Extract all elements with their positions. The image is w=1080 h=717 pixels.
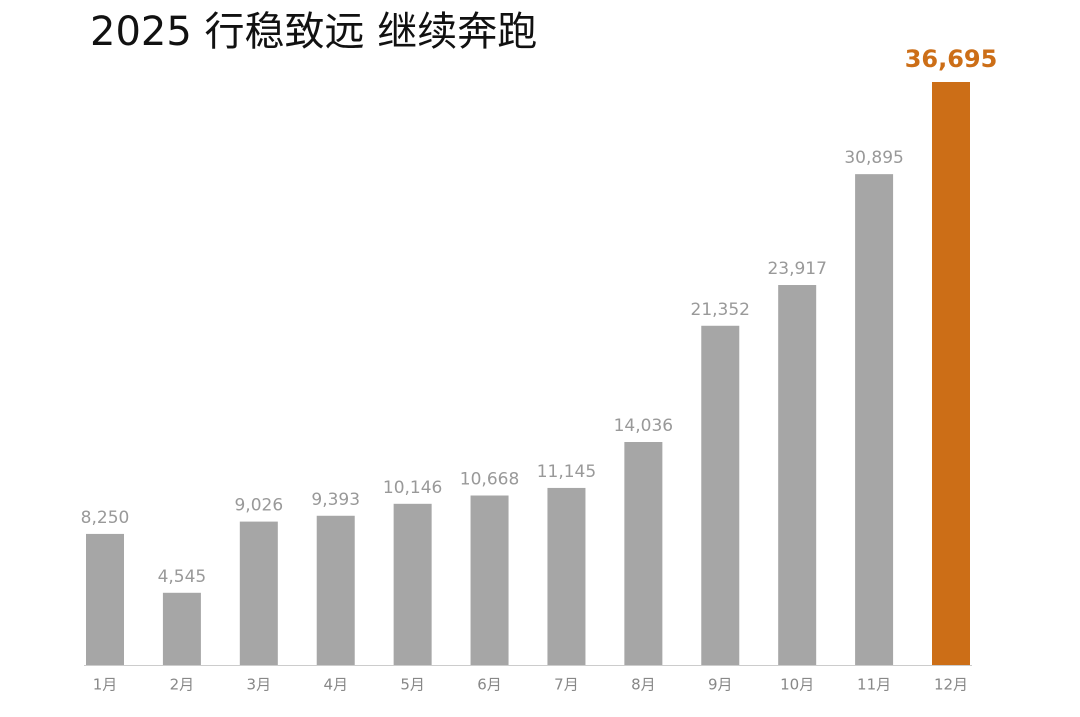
bar bbox=[86, 533, 124, 665]
x-tick-label: 2月 bbox=[170, 676, 195, 694]
value-label: 9,393 bbox=[311, 490, 360, 510]
bar bbox=[162, 592, 201, 665]
bar bbox=[932, 82, 970, 665]
x-tick-label: 4月 bbox=[323, 676, 348, 694]
x-tick-label: 10月 bbox=[780, 676, 814, 694]
value-label: 30,895 bbox=[844, 148, 903, 168]
bar bbox=[701, 325, 740, 665]
value-label: 8,250 bbox=[81, 508, 130, 528]
value-label: 11,145 bbox=[537, 462, 596, 482]
value-label: 10,668 bbox=[460, 470, 519, 490]
x-tick-label: 5月 bbox=[400, 676, 425, 694]
value-label: 4,545 bbox=[158, 567, 207, 587]
bar bbox=[316, 515, 355, 665]
bar bbox=[470, 495, 509, 665]
x-tick-label: 11月 bbox=[857, 676, 891, 694]
x-tick-label: 12月 bbox=[934, 676, 968, 694]
bar bbox=[624, 441, 663, 665]
value-label: 21,352 bbox=[691, 300, 750, 320]
chart-title: 2025 行稳致远 继续奔跑 bbox=[90, 9, 537, 55]
x-tick-label: 8月 bbox=[631, 676, 656, 694]
x-tick-label: 6月 bbox=[477, 676, 502, 694]
bar bbox=[547, 487, 586, 665]
bar bbox=[778, 285, 817, 665]
bar bbox=[239, 521, 278, 665]
x-tick-label: 7月 bbox=[554, 676, 579, 694]
bar bbox=[855, 174, 894, 665]
x-tick-label: 1月 bbox=[93, 676, 118, 694]
bar bbox=[393, 503, 432, 665]
value-label: 10,146 bbox=[383, 478, 442, 498]
value-label: 23,917 bbox=[767, 259, 826, 279]
x-tick-label: 9月 bbox=[708, 676, 733, 694]
x-tick-label: 3月 bbox=[247, 676, 272, 694]
value-label: 36,695 bbox=[905, 45, 998, 73]
value-label: 9,026 bbox=[234, 496, 283, 516]
value-label: 14,036 bbox=[614, 416, 673, 436]
